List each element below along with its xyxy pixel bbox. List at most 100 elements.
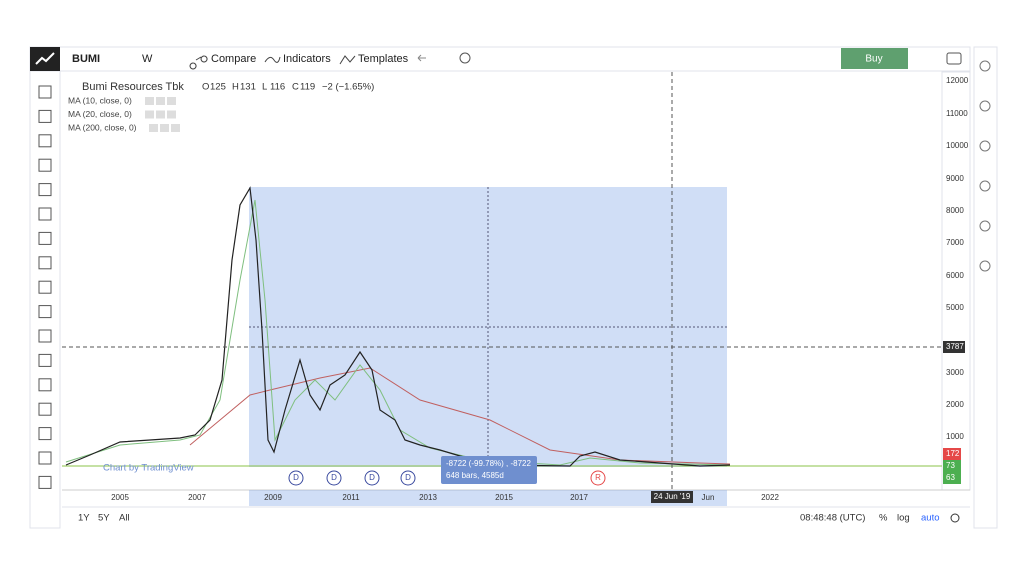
- undo-icon[interactable]: [417, 54, 426, 62]
- price-tick-label: 9000: [946, 174, 964, 183]
- ohlc-value: 125: [210, 82, 226, 93]
- tool-icon[interactable]: [38, 231, 52, 245]
- ohlc-value: 116: [270, 82, 285, 93]
- time-tick-label: 2022: [761, 493, 779, 502]
- price-tick-label: 5000: [946, 303, 964, 312]
- tool-icon[interactable]: [38, 85, 52, 99]
- event-marker[interactable]: [326, 470, 342, 486]
- ohlc-value: 131: [240, 82, 256, 93]
- event-label: D: [293, 473, 299, 482]
- indicator-button[interactable]: [167, 97, 176, 105]
- tool-icon[interactable]: [38, 207, 52, 221]
- buy-label: Buy: [865, 54, 882, 65]
- ohlc-key: O: [202, 82, 209, 93]
- ohlc-value: 119: [300, 82, 315, 93]
- crosshair-date-badge: [651, 491, 693, 503]
- settings-icon[interactable]: [459, 52, 471, 64]
- symbol-name: Bumi Resources Tbk: [82, 81, 184, 93]
- event-label: D: [369, 473, 375, 482]
- event-marker[interactable]: [590, 470, 606, 486]
- sidebar-icon[interactable]: [979, 60, 991, 72]
- price-tick-label: 8000: [946, 206, 964, 215]
- tool-icon[interactable]: [38, 183, 52, 197]
- price-tick-label: 6000: [946, 271, 964, 280]
- event-marker[interactable]: [400, 470, 416, 486]
- left-toolbar: [29, 70, 61, 529]
- event-label: R: [595, 473, 601, 482]
- log-toggle[interactable]: log: [897, 513, 910, 524]
- indicator-button[interactable]: [171, 124, 180, 132]
- buy-button[interactable]: [841, 48, 908, 69]
- symbol[interactable]: BUMI: [72, 53, 100, 65]
- last-price: 172: [946, 449, 960, 458]
- crosshair-date: 24 Jun '19: [654, 492, 691, 501]
- tool-icon[interactable]: [38, 280, 52, 294]
- time-tick-label: 2015: [495, 493, 513, 502]
- indicator-button[interactable]: [149, 124, 158, 132]
- event-marker[interactable]: [364, 470, 380, 486]
- time-tick-label: 2017: [570, 493, 588, 502]
- last-price: 73: [946, 461, 955, 470]
- percent-toggle[interactable]: %: [879, 513, 888, 524]
- sidebar-icon[interactable]: [979, 260, 991, 272]
- sidebar-icon[interactable]: [979, 140, 991, 152]
- indicator-button[interactable]: [145, 110, 154, 119]
- range-button[interactable]: 5Y: [98, 513, 110, 524]
- tool-icon[interactable]: [38, 475, 52, 489]
- logo[interactable]: [30, 47, 60, 71]
- time-tick-label: 2013: [419, 493, 437, 502]
- indicator-button[interactable]: [156, 110, 165, 119]
- auto-toggle[interactable]: auto: [921, 513, 940, 524]
- crosshair-price: 3787: [946, 342, 964, 351]
- right-sidebar: [973, 46, 998, 529]
- sidebar-icon[interactable]: [979, 100, 991, 112]
- tool-icon[interactable]: [38, 158, 52, 172]
- compare-icon: [189, 55, 208, 70]
- measure-span: 648 bars, 4585d: [446, 471, 504, 480]
- indicator-button[interactable]: [167, 110, 176, 119]
- tool-icon[interactable]: [38, 451, 52, 465]
- price-tick-label: 2000: [946, 400, 964, 409]
- indicator-label: MA (10, close, 0): [68, 95, 132, 105]
- indicator-button[interactable]: [156, 97, 165, 105]
- top-toolbar: [29, 46, 971, 72]
- event-label: D: [331, 473, 337, 482]
- tool-icon[interactable]: [38, 329, 52, 343]
- event-label: D: [405, 473, 411, 482]
- time-tick-label: 2011: [342, 493, 360, 502]
- tool-icon[interactable]: [38, 427, 52, 441]
- range-button[interactable]: 1Y: [78, 513, 90, 524]
- tool-icon[interactable]: [38, 353, 52, 367]
- tool-icon[interactable]: [38, 305, 52, 319]
- tool-icon[interactable]: [38, 109, 52, 123]
- measure-time-range: [249, 490, 727, 506]
- indicators-button[interactable]: Indicators: [283, 53, 331, 65]
- time-tick-label: Jun: [702, 493, 715, 502]
- price-tick-label: 10000: [946, 141, 969, 150]
- tool-icon[interactable]: [38, 256, 52, 270]
- time-tick-label: 2007: [188, 493, 206, 502]
- settings-icon[interactable]: [950, 513, 960, 523]
- price-tick-label: 12000: [946, 76, 969, 85]
- event-marker[interactable]: [288, 470, 304, 486]
- indicator-button[interactable]: [145, 97, 154, 105]
- tool-icon[interactable]: [38, 402, 52, 416]
- snapshot-icon[interactable]: [946, 52, 962, 65]
- range-button[interactable]: All: [119, 513, 130, 524]
- watermark: Chart by TradingView: [103, 463, 194, 474]
- measure-tooltip: [441, 456, 537, 484]
- time-tick-label: 2009: [264, 493, 282, 502]
- clock: 08:48:48 (UTC): [800, 513, 865, 524]
- indicators-icon: [264, 56, 281, 63]
- sidebar-icon[interactable]: [979, 180, 991, 192]
- tool-icon[interactable]: [38, 378, 52, 392]
- compare-button[interactable]: Compare: [211, 53, 256, 65]
- sidebar-icon[interactable]: [979, 220, 991, 232]
- indicator-button[interactable]: [160, 124, 169, 132]
- price-tick-label: 1000: [946, 432, 964, 441]
- tool-icon[interactable]: [38, 134, 52, 148]
- templates-button[interactable]: Templates: [358, 53, 409, 65]
- crosshair-price-badge: [943, 341, 965, 353]
- interval[interactable]: W: [142, 53, 153, 65]
